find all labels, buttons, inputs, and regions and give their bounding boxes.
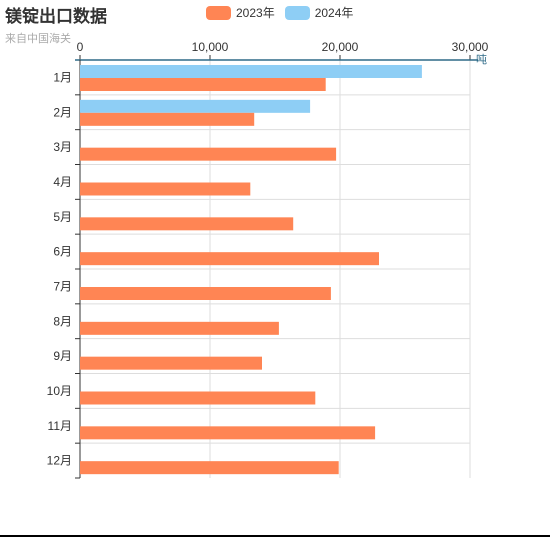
- chart-title: 镁锭出口数据: [5, 7, 107, 26]
- bar-2023: [80, 391, 316, 405]
- y-tick-label: 5月: [53, 210, 72, 224]
- bar-2023: [80, 217, 294, 231]
- legend-swatch-2023: [206, 5, 231, 20]
- x-tick-label: 10,000: [192, 40, 229, 54]
- y-tick-label: 9月: [53, 349, 72, 363]
- x-tick-label: 20,000: [322, 40, 359, 54]
- y-tick-label: 11月: [48, 419, 72, 433]
- bar-2023: [80, 147, 337, 161]
- y-tick-label: 1月: [53, 70, 72, 84]
- y-tick-label: 7月: [53, 279, 72, 293]
- bar-2023: [80, 182, 251, 196]
- bar-2024: [80, 99, 311, 113]
- bar-2023: [80, 426, 376, 440]
- bar-2024: [80, 65, 422, 78]
- y-tick-label: 3月: [53, 140, 72, 154]
- bar-2023: [80, 321, 279, 335]
- bar-2023: [80, 287, 331, 300]
- legend: 2023年 2024年: [206, 4, 353, 21]
- y-tick-label: 10月: [47, 384, 72, 398]
- bottom-border: [0, 535, 550, 537]
- x-tick-label: 30,000: [452, 40, 489, 54]
- bar-2023: [80, 356, 262, 370]
- legend-item-2023[interactable]: 2023年: [206, 4, 275, 21]
- y-tick-label: 6月: [53, 245, 72, 259]
- bar-2023: [80, 252, 379, 266]
- legend-swatch-2024: [284, 5, 310, 20]
- y-tick-label: 12月: [47, 454, 72, 468]
- legend-item-2024[interactable]: 2024年: [284, 4, 354, 21]
- y-tick-label: 8月: [53, 314, 72, 328]
- bar-2023: [80, 78, 326, 91]
- x-tick-label: 0: [77, 40, 84, 54]
- legend-label-2023: 2023年: [236, 6, 275, 20]
- legend-label-2024: 2024年: [314, 6, 354, 20]
- bar-2023: [80, 461, 339, 475]
- y-tick-label: 2月: [53, 105, 72, 119]
- x-axis-unit: 吨: [476, 53, 487, 66]
- bar-2023: [80, 112, 255, 126]
- chart-subtitle: 来自中国海关: [5, 33, 71, 45]
- y-tick-label: 4月: [53, 175, 72, 189]
